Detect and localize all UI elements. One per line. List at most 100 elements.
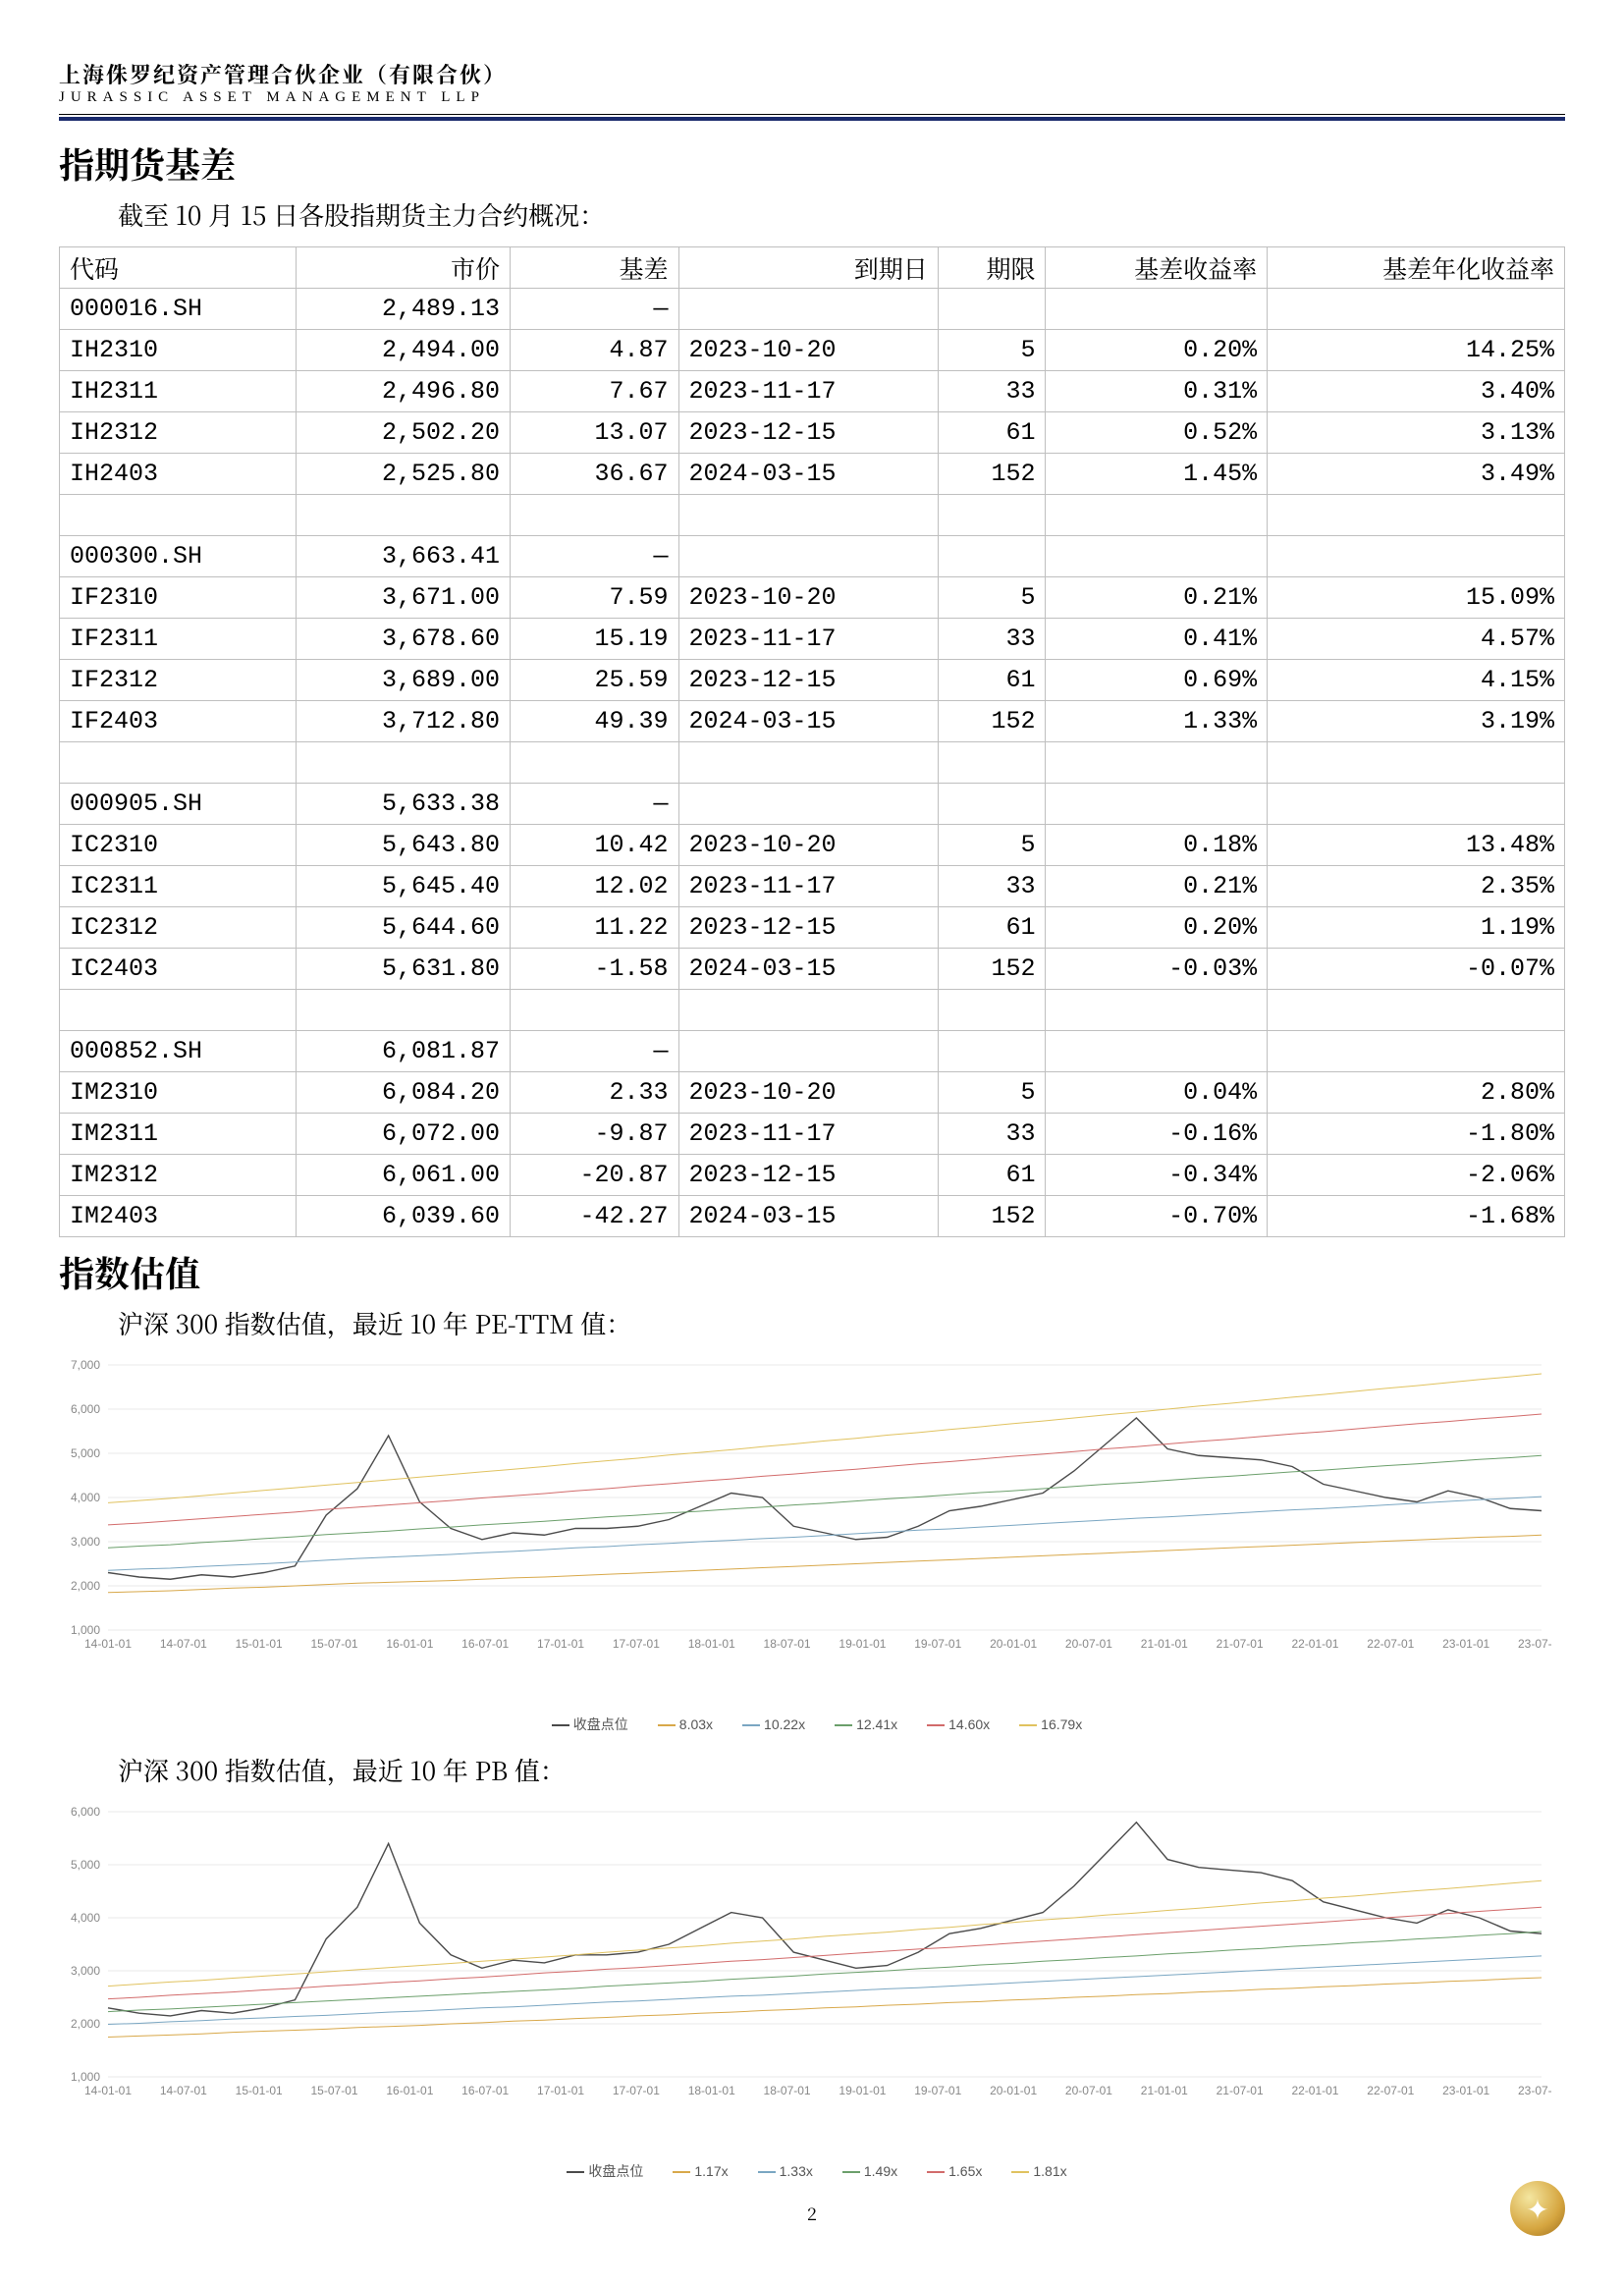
table-cell: 2023-10-20 <box>678 577 938 619</box>
table-cell <box>1046 1031 1268 1072</box>
table-cell: 5,631.80 <box>297 949 511 990</box>
table-row <box>60 742 1565 784</box>
table-cell: 0.21% <box>1046 866 1268 907</box>
table-cell: IF2312 <box>60 660 297 701</box>
table-cell <box>1268 784 1565 825</box>
svg-text:14-01-01: 14-01-01 <box>84 1637 132 1651</box>
table-cell: -0.16% <box>1046 1114 1268 1155</box>
table-cell: 2023-11-17 <box>678 371 938 412</box>
svg-text:22-01-01: 22-01-01 <box>1291 2084 1338 2097</box>
table-cell: IC2403 <box>60 949 297 990</box>
table-cell: 152 <box>938 1196 1046 1237</box>
table-cell: IH2403 <box>60 454 297 495</box>
table-cell: -0.70% <box>1046 1196 1268 1237</box>
table-cell <box>1046 536 1268 577</box>
table-cell: 2023-10-20 <box>678 825 938 866</box>
svg-text:21-07-01: 21-07-01 <box>1217 2084 1264 2097</box>
table-cell: 6,039.60 <box>297 1196 511 1237</box>
table-cell <box>1046 289 1268 330</box>
table-cell: IF2311 <box>60 619 297 660</box>
svg-text:18-07-01: 18-07-01 <box>764 1637 811 1651</box>
table-cell: — <box>510 1031 678 1072</box>
table-cell: 2024-03-15 <box>678 1196 938 1237</box>
table-cell: 2023-12-15 <box>678 412 938 454</box>
table-row: IM23126,061.00-20.872023-12-1561-0.34%-2… <box>60 1155 1565 1196</box>
svg-text:21-07-01: 21-07-01 <box>1217 1637 1264 1651</box>
page-number: 2 <box>807 2201 817 2226</box>
table-cell: 0.52% <box>1046 412 1268 454</box>
table-cell: IF2310 <box>60 577 297 619</box>
table-row: 000905.SH5,633.38— <box>60 784 1565 825</box>
svg-text:22-07-01: 22-07-01 <box>1367 1637 1414 1651</box>
table-cell <box>297 990 511 1031</box>
table-cell <box>938 784 1046 825</box>
table-cell: 11.22 <box>510 907 678 949</box>
table-row: IF23113,678.6015.192023-11-17330.41%4.57… <box>60 619 1565 660</box>
table-cell <box>678 784 938 825</box>
table-cell: -0.03% <box>1046 949 1268 990</box>
table-cell: 6,072.00 <box>297 1114 511 1155</box>
svg-text:7,000: 7,000 <box>71 1358 100 1372</box>
table-cell <box>678 495 938 536</box>
svg-text:6,000: 6,000 <box>71 1805 100 1819</box>
table-cell: — <box>510 289 678 330</box>
table-cell: 1.19% <box>1268 907 1565 949</box>
table-cell <box>938 536 1046 577</box>
table-cell: 13.48% <box>1268 825 1565 866</box>
table-cell: 12.02 <box>510 866 678 907</box>
table-cell: 61 <box>938 907 1046 949</box>
table-row: IC24035,631.80-1.582024-03-15152-0.03%-0… <box>60 949 1565 990</box>
divider-thin <box>59 114 1565 115</box>
svg-text:5,000: 5,000 <box>71 1858 100 1872</box>
table-cell: IH2310 <box>60 330 297 371</box>
table-cell: 2.35% <box>1268 866 1565 907</box>
svg-text:16-01-01: 16-01-01 <box>386 1637 433 1651</box>
table-cell: 0.31% <box>1046 371 1268 412</box>
table-cell: 0.69% <box>1046 660 1268 701</box>
table-cell: 5,645.40 <box>297 866 511 907</box>
table-row: IH23112,496.807.672023-11-17330.31%3.40% <box>60 371 1565 412</box>
table-cell <box>1268 1031 1565 1072</box>
svg-text:22-01-01: 22-01-01 <box>1291 1637 1338 1651</box>
table-cell <box>510 742 678 784</box>
svg-text:20-01-01: 20-01-01 <box>990 2084 1037 2097</box>
table-cell: 1.45% <box>1046 454 1268 495</box>
table-cell: 61 <box>938 1155 1046 1196</box>
table-cell: 33 <box>938 1114 1046 1155</box>
table-row: IH24032,525.8036.672024-03-151521.45%3.4… <box>60 454 1565 495</box>
table-cell <box>938 990 1046 1031</box>
table-cell: 2,525.80 <box>297 454 511 495</box>
svg-text:23-07-01: 23-07-01 <box>1518 2084 1551 2097</box>
table-col-header: 基差收益率 <box>1046 247 1268 289</box>
table-cell: 000852.SH <box>60 1031 297 1072</box>
svg-text:16-07-01: 16-07-01 <box>461 2084 509 2097</box>
table-cell: IH2311 <box>60 371 297 412</box>
table-row <box>60 990 1565 1031</box>
footer-logo-icon: ✦ <box>1510 2181 1565 2236</box>
table-cell: 2023-11-17 <box>678 1114 938 1155</box>
table-cell <box>678 1031 938 1072</box>
table-cell: 2024-03-15 <box>678 454 938 495</box>
table-col-header: 期限 <box>938 247 1046 289</box>
svg-text:2,000: 2,000 <box>71 1579 100 1593</box>
svg-text:16-07-01: 16-07-01 <box>461 1637 509 1651</box>
table-cell: 152 <box>938 701 1046 742</box>
table-cell: -20.87 <box>510 1155 678 1196</box>
table-cell <box>1046 495 1268 536</box>
table-cell: 3.49% <box>1268 454 1565 495</box>
table-cell: 2023-11-17 <box>678 619 938 660</box>
svg-text:20-07-01: 20-07-01 <box>1065 1637 1112 1651</box>
table-cell: 5 <box>938 1072 1046 1114</box>
table-cell: 3.19% <box>1268 701 1565 742</box>
svg-text:17-01-01: 17-01-01 <box>537 1637 584 1651</box>
table-cell: -1.68% <box>1268 1196 1565 1237</box>
table-cell: 2,502.20 <box>297 412 511 454</box>
table-cell: 33 <box>938 371 1046 412</box>
svg-text:19-07-01: 19-07-01 <box>914 2084 961 2097</box>
table-row: IC23105,643.8010.422023-10-2050.18%13.48… <box>60 825 1565 866</box>
svg-text:18-07-01: 18-07-01 <box>764 2084 811 2097</box>
table-row: IC23125,644.6011.222023-12-15610.20%1.19… <box>60 907 1565 949</box>
table-cell: 2023-12-15 <box>678 907 938 949</box>
table-cell <box>60 990 297 1031</box>
table-cell: -42.27 <box>510 1196 678 1237</box>
